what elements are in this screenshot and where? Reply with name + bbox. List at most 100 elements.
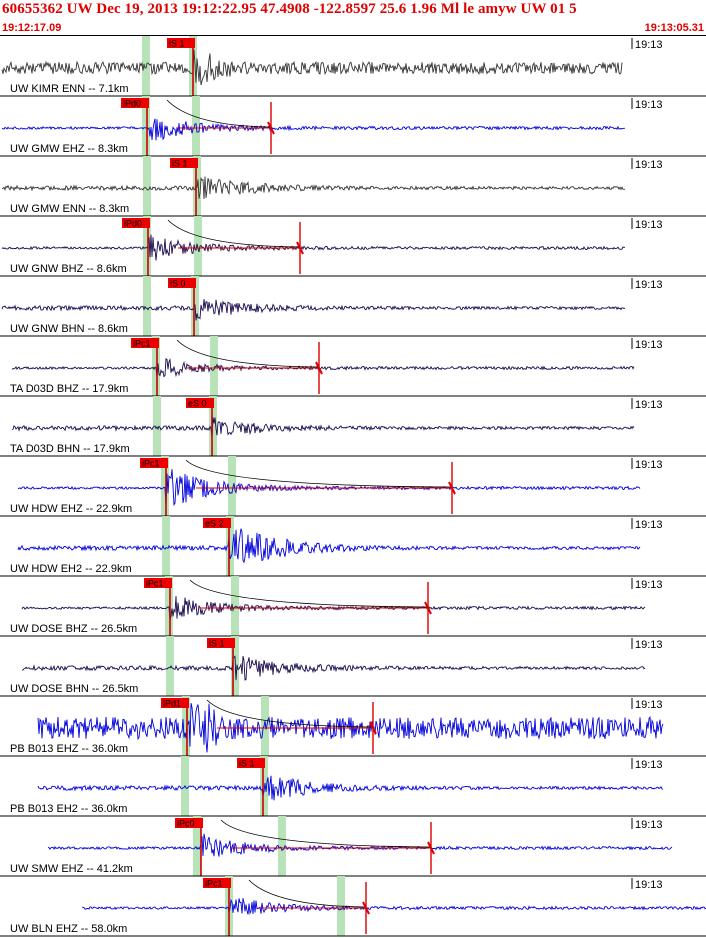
- phase-pick-box: [122, 218, 150, 228]
- p-arrival-band: [166, 636, 174, 696]
- station-label: UW SMW EHZ -- 41.2km: [10, 863, 133, 875]
- phase-pick-label: iPd0: [123, 99, 141, 109]
- p-arrival-band: [143, 216, 151, 276]
- waveform: [37, 775, 664, 801]
- coda-end-tick: [362, 901, 370, 915]
- coda-decay-curve: [176, 339, 320, 368]
- station-label: UW KIMR ENN -- 7.1km: [10, 83, 129, 95]
- row-time-label: 19:13: [635, 639, 663, 651]
- trace-row: iPc1 19:13 TA D03D BHZ -- 17.9km: [0, 336, 706, 397]
- phase-pick-box: [186, 398, 214, 408]
- station-label: UW BLN EHZ -- 58.0km: [10, 923, 127, 935]
- phase-pick-box: [144, 578, 172, 588]
- row-time-label: 19:13: [635, 759, 663, 771]
- s-arrival-band: [260, 756, 268, 816]
- waveform: [1, 49, 623, 86]
- header-divider: [0, 35, 706, 36]
- row-time-label: 19:13: [635, 159, 663, 171]
- window-start-time: 19:12:17.09: [2, 22, 62, 34]
- phase-pick-label: eS 2: [205, 519, 224, 529]
- waveform: [21, 596, 646, 622]
- phase-pick-label: iPd0: [124, 219, 142, 229]
- p-arrival-band: [162, 516, 170, 576]
- p-arrival-band: [153, 396, 161, 456]
- waveform: [1, 118, 626, 141]
- coda-decay-curve: [189, 579, 429, 608]
- coda-decay-curve: [248, 879, 367, 908]
- phase-pick-label: iPc0: [177, 819, 195, 829]
- coda-end-tick: [427, 841, 435, 855]
- phase-pick-label: iS 1: [172, 159, 188, 169]
- row-time-label: 19:13: [635, 339, 663, 351]
- trace-row: iS 0 19:13 UW GNW BHN -- 8.6km: [0, 276, 706, 337]
- trace-row: iPd1 19:13 PB B013 EHZ -- 36.0km: [0, 696, 706, 757]
- event-header: 60655362 UW Dec 19, 2013 19:12:22.95 47.…: [0, 0, 706, 36]
- coda-decay-curve: [220, 819, 432, 848]
- trace-row: iS 1 19:13 UW GMW ENN -- 8.3km: [0, 156, 706, 217]
- s-arrival-band: [231, 576, 239, 636]
- s-arrival-band: [278, 816, 286, 876]
- station-label: PB B013 EH2 -- 36.0km: [10, 803, 127, 815]
- p-arrival-band: [182, 696, 190, 756]
- s-arrival-band: [261, 696, 269, 756]
- row-time-label: 19:13: [635, 879, 663, 891]
- station-label: UW GNW BHZ -- 8.6km: [10, 263, 127, 275]
- window-end-time: 19:13:05.31: [644, 22, 704, 34]
- row-time-label: 19:13: [635, 459, 663, 471]
- station-label: UW GMW ENN -- 8.3km: [10, 203, 129, 215]
- trace-row: iPd0 19:13 UW GNW BHZ -- 8.6km: [0, 216, 706, 277]
- row-time-label: 19:13: [635, 819, 663, 831]
- station-label: UW HDW EHZ -- 22.9km: [10, 503, 132, 515]
- phase-pick-label: iS 1: [239, 759, 255, 769]
- waveform: [11, 358, 635, 378]
- phase-pick-box: [237, 758, 265, 768]
- phase-pick-box: [203, 878, 231, 888]
- trace-row: iPc0 19:13 UW SMW EHZ -- 41.2km: [0, 816, 706, 877]
- station-label: UW GNW BHN -- 8.6km: [10, 323, 128, 335]
- row-time-label: 19:13: [635, 39, 663, 51]
- coda-end-tick: [296, 241, 304, 255]
- coda-end-tick: [369, 721, 377, 735]
- waveform: [37, 702, 664, 753]
- row-time-label: 19:13: [635, 99, 663, 111]
- s-arrival-band: [210, 336, 218, 396]
- waveform: [1, 299, 626, 321]
- phase-pick-box: [170, 158, 198, 168]
- coda-decay-curve: [166, 99, 272, 128]
- trace-row: iPd0 19:13 UW GMW EHZ -- 8.3km: [0, 96, 706, 157]
- p-arrival-band: [143, 276, 151, 336]
- phase-pick-box: [168, 278, 196, 288]
- waveform: [1, 234, 626, 261]
- phase-pick-box: [203, 518, 231, 528]
- coda-end-tick: [424, 601, 432, 615]
- p-arrival-band: [193, 816, 201, 876]
- phase-pick-box: [161, 698, 189, 708]
- trace-row: iS 1 19:13 PB B013 EH2 -- 36.0km: [0, 756, 706, 817]
- phase-pick-box: [140, 458, 168, 468]
- waveform: [1, 176, 626, 200]
- trace-row: iPc1 19:13 UW HDW EHZ -- 22.9km: [0, 456, 706, 517]
- seismogram-panel: iS 1 19:13 UW KIMR ENN -- 7.1km iPd0 19:13 UW…: [0, 36, 706, 937]
- row-time-label: 19:13: [635, 399, 663, 411]
- waveform: [11, 417, 635, 439]
- station-label: TA D03D BHZ -- 17.9km: [10, 383, 128, 395]
- event-title: 60655362 UW Dec 19, 2013 19:12:22.95 47.…: [2, 1, 577, 17]
- station-label: UW HDW EH2 -- 22.9km: [10, 563, 132, 575]
- phase-pick-box: [175, 818, 203, 828]
- s-arrival-band: [194, 216, 202, 276]
- coda-end-tick: [448, 481, 456, 495]
- station-label: UW DOSE BHN -- 26.5km: [10, 683, 138, 695]
- station-label: UW GMW EHZ -- 8.3km: [10, 143, 128, 155]
- phase-pick-label: iPc1: [205, 879, 223, 889]
- coda-decay-curve: [206, 699, 374, 728]
- phase-pick-box: [121, 98, 149, 108]
- coda-end-tick: [267, 121, 275, 135]
- trace-row: iS 1 19:13 UW DOSE BHN -- 26.5km: [0, 636, 706, 697]
- phase-pick-label: iPd1: [163, 699, 181, 709]
- trace-row: eS 2 19:13 UW HDW EH2 -- 22.9km: [0, 516, 706, 577]
- s-arrival-band: [226, 516, 234, 576]
- row-time-label: 19:13: [635, 519, 663, 531]
- waveform: [21, 655, 646, 681]
- trace-row: iPc1 19:13 UW BLN EHZ -- 58.0km: [0, 876, 706, 937]
- row-time-label: 19:13: [635, 699, 663, 711]
